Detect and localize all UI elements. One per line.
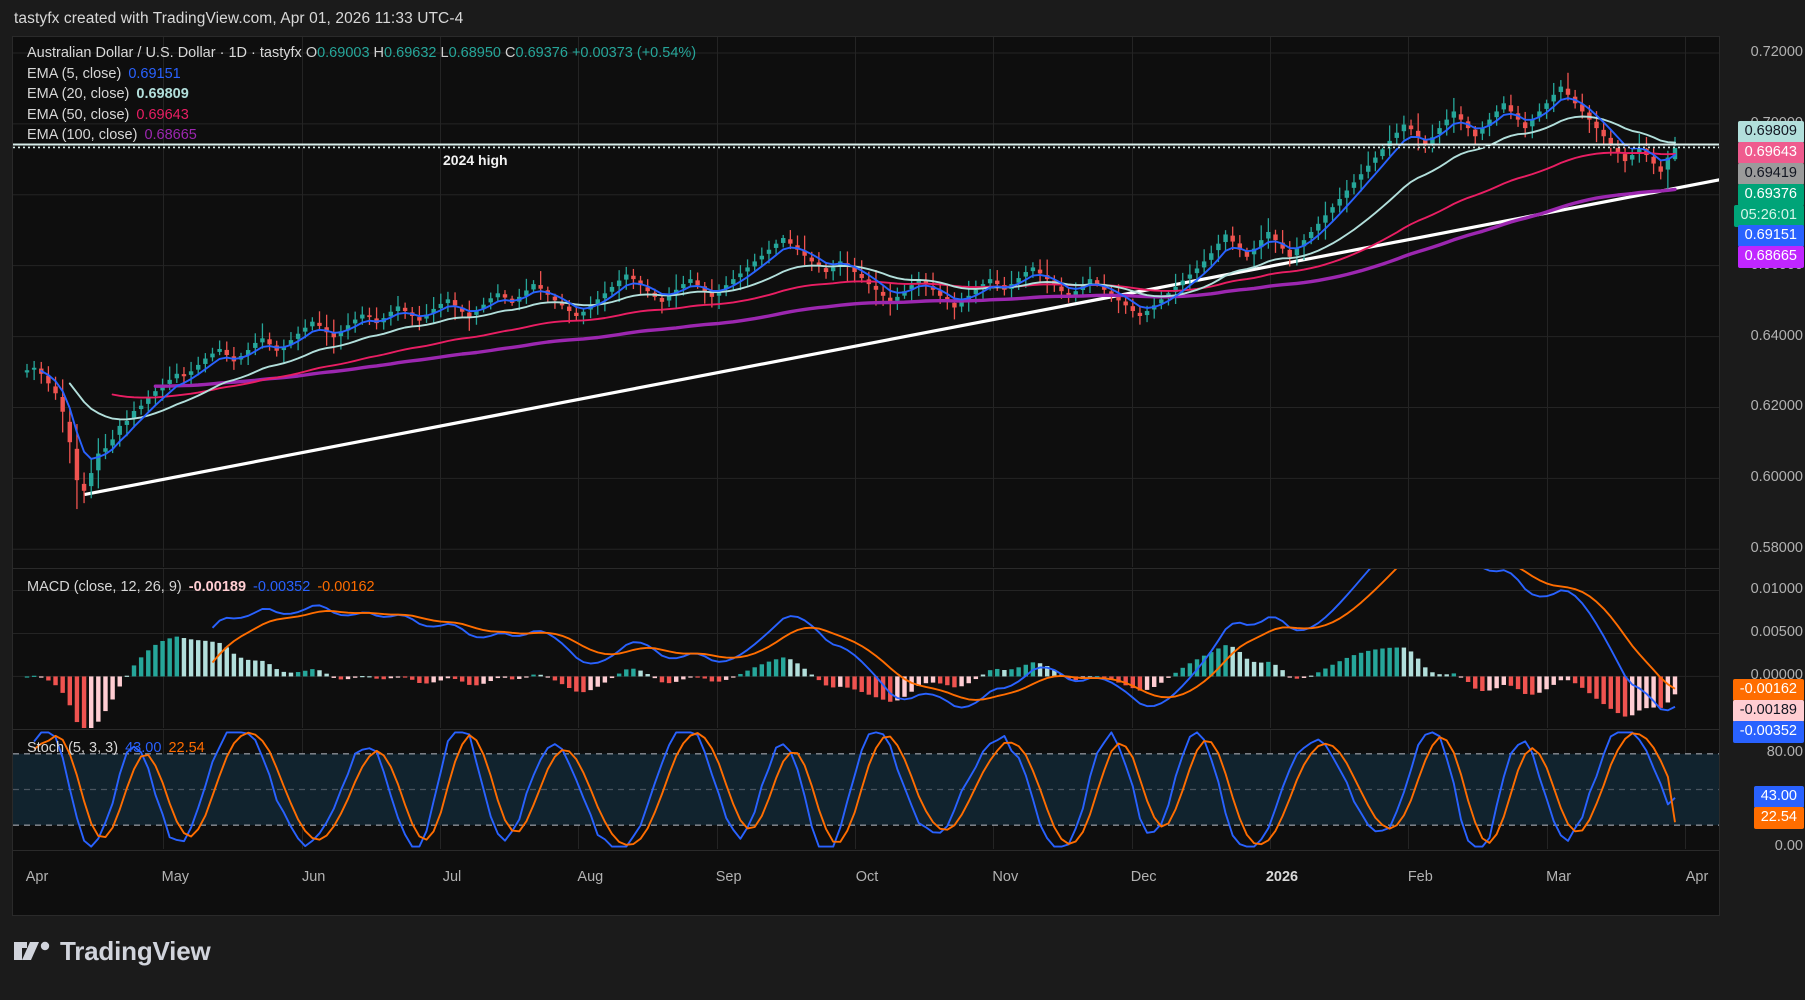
macd-pane[interactable]: MACD (close, 12, 26, 9) -0.00189 -0.0035… bbox=[13, 568, 1719, 728]
price-axis-section[interactable]: 0.720000.700000.680000.660000.640000.620… bbox=[1720, 36, 1805, 566]
ema50-price-badge[interactable]: 0.69643 bbox=[1737, 141, 1804, 164]
close-price-badge[interactable]: 0.69376 bbox=[1737, 183, 1804, 206]
time-axis-label: Jul bbox=[442, 869, 462, 885]
right-price-axis[interactable]: 0.720000.700000.680000.660000.640000.620… bbox=[1720, 36, 1805, 916]
attribution-text: tastyfx created with TradingView.com, Ap… bbox=[14, 10, 464, 27]
price-pane[interactable]: 2024 high Australian Dollar / U.S. Dolla… bbox=[13, 37, 1719, 567]
macd-axis-tick: 0.01000 bbox=[1750, 580, 1803, 597]
macd-axis-tick: 0.00000 bbox=[1750, 667, 1803, 684]
tradingview-logo-text: TradingView bbox=[60, 936, 211, 966]
time-axis-label: Sep bbox=[715, 869, 742, 885]
ema5-price-badge[interactable]: 0.69151 bbox=[1737, 224, 1804, 247]
stoch-axis-tick: 80.00 bbox=[1766, 744, 1803, 760]
macd-axis-section[interactable]: 0.01000 0.00500 0.00000 -0.00162 -0.00189 -0.… bbox=[1720, 567, 1805, 744]
time-axis-label: Apr bbox=[25, 869, 49, 885]
stoch-d-badge[interactable]: 22.54 bbox=[1753, 807, 1804, 830]
chart-frame[interactable]: 2024 high Australian Dollar / U.S. Dolla… bbox=[12, 36, 1720, 916]
macd-hist-badge[interactable]: -0.00189 bbox=[1732, 700, 1804, 723]
price-axis-tick: 0.60000 bbox=[1750, 469, 1803, 486]
time-axis-label: Aug bbox=[577, 869, 604, 885]
stoch-axis-section[interactable]: 80.00 0.00 43.00 22.54 bbox=[1720, 728, 1805, 854]
macd-plot[interactable] bbox=[13, 569, 1719, 728]
tradingview-logo: TradingView bbox=[14, 936, 211, 967]
stoch-plot[interactable] bbox=[13, 730, 1719, 849]
countdown-badge[interactable]: 05:26:01 bbox=[1733, 204, 1804, 227]
stoch-pane[interactable]: Stoch (5, 3, 3) 43.00 22.54 bbox=[13, 729, 1719, 849]
price-axis-tick: 0.58000 bbox=[1750, 540, 1803, 557]
price-axis-tick: 0.64000 bbox=[1750, 327, 1803, 344]
time-axis-label: Mar bbox=[1546, 869, 1572, 885]
macd-signal-badge[interactable]: -0.00162 bbox=[1732, 679, 1804, 702]
price-axis-tick: 0.72000 bbox=[1750, 43, 1803, 60]
stoch-axis-tick: 0.00 bbox=[1774, 838, 1803, 854]
macd-line-badge[interactable]: -0.00352 bbox=[1732, 721, 1804, 744]
price-candlestick-plot[interactable] bbox=[13, 37, 1719, 567]
stoch-k-badge[interactable]: 43.00 bbox=[1753, 786, 1804, 809]
last-price-badge[interactable]: 0.69419 bbox=[1737, 162, 1804, 185]
time-axis-label: Feb bbox=[1407, 869, 1433, 885]
tradingview-logo-icon bbox=[14, 941, 50, 960]
price-axis-tick: 0.62000 bbox=[1750, 398, 1803, 415]
time-axis-label: 2026 bbox=[1265, 869, 1299, 885]
time-axis-label: Jun bbox=[301, 869, 326, 885]
time-axis-label: Dec bbox=[1130, 869, 1157, 885]
macd-axis-tick: 0.00500 bbox=[1750, 623, 1803, 640]
time-axis[interactable]: Apr May Jun Jul Aug Sep Oct Nov Dec 2026 Feb Mar Apr bbox=[13, 850, 1719, 915]
ema100-price-badge[interactable]: 0.68665 bbox=[1737, 245, 1804, 268]
time-axis-label: Oct bbox=[855, 869, 879, 885]
annotation-2024-high: 2024 high bbox=[443, 152, 508, 169]
time-axis-label: Nov bbox=[992, 869, 1019, 885]
ema20-price-badge[interactable]: 0.69809 bbox=[1737, 120, 1804, 143]
time-axis-label: May bbox=[161, 869, 190, 885]
time-axis-label: Apr bbox=[1685, 869, 1709, 885]
